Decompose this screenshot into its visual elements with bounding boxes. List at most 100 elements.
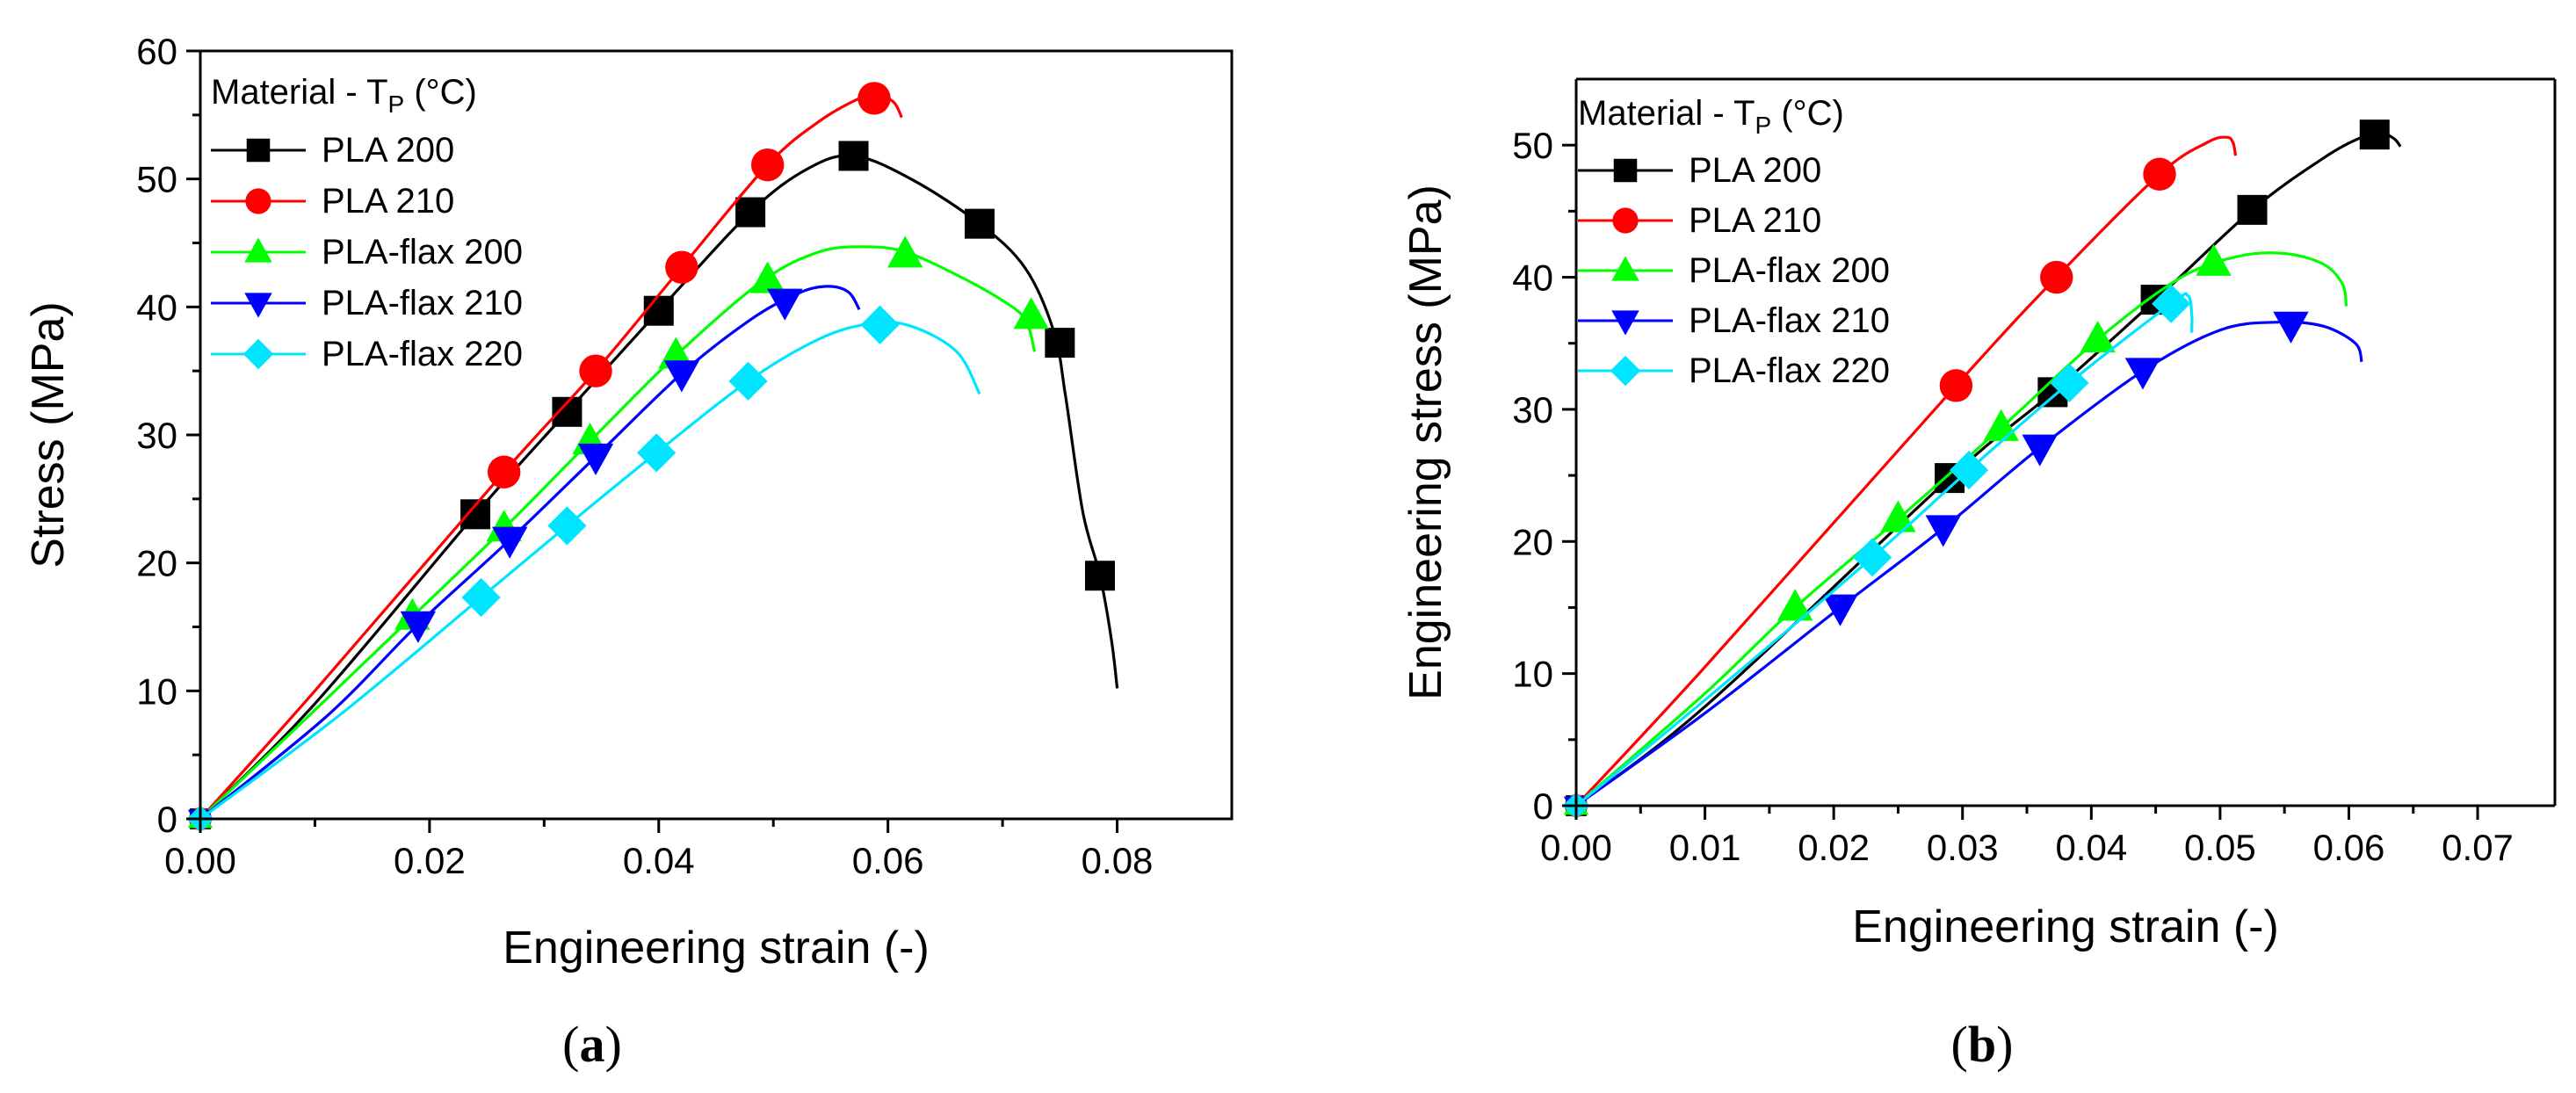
charta-point-pla-flax-200-4 [749,261,785,293]
charta-xtick-label-2: 0.04 [623,840,695,881]
charta-x-axis-title: Engineering strain (-) [503,923,930,974]
charta-series-pla-flax-200 [187,235,1049,829]
chartb-point-pla-210-0 [1939,369,1973,402]
charta-line-pla-flax-220 [199,321,981,821]
chartb-point-pla-flax-220-0 [1853,538,1892,577]
chartb-legend-label-pla-210: PLA 210 [1689,201,1821,240]
chartb-legend-label-pla-flax-200: PLA-flax 200 [1689,251,1890,290]
chartb-point-pla-210-2 [2143,157,2176,191]
charta-point-pla-flax-200-6 [1013,297,1049,329]
charta-xtick-label-0: 0.00 [164,840,236,881]
chartb-legend-label-pla-200: PLA 200 [1689,151,1821,190]
charta-point-pla-200-4 [838,141,869,171]
chartb-series-pla-flax-220 [1562,284,2194,820]
charta-point-pla-flax-210-0 [400,611,437,643]
charta-point-pla-200-2 [643,295,674,326]
charta-point-pla-flax-210-4 [767,288,803,321]
chartb-ytick-label-5: 50 [1512,125,1553,166]
chartb-point-pla-200-4 [2359,119,2390,150]
charta-point-pla-210-2 [665,250,698,284]
charta-ytick-label-5: 50 [136,159,177,200]
charta-legend-marker-pla-flax-220 [242,338,274,370]
chartb-line-pla-210 [1574,135,2238,807]
chartb-legend-marker-pla-210 [1612,207,1639,234]
chartb-x-axis-title: Engineering strain (-) [1852,901,2279,952]
chart-a: 0.00 0.02 0.04 0.06 0.08 0 10 20 30 40 50 60 Enginee… [23,31,1234,1073]
charta-point-pla-flax-220-3 [728,361,768,401]
chartb-legend: Material - TP (°C) PLA 200 PLA 210 PLA-flax… [1578,94,1890,390]
charta-legend-label-pla-flax-200: PLA-flax 200 [322,233,523,271]
charta-point-pla-flax-220-0 [461,577,501,618]
chartb-point-pla-flax-220-2 [2050,363,2089,402]
charta-point-pla-flax-210-2 [577,443,614,476]
charta-ytick-label-1: 10 [136,670,177,712]
chartb-legend-marker-pla-flax-220 [1610,355,1641,387]
charta-line-pla-flax-200 [199,245,1037,821]
chartb-xtick-label-6: 0.06 [2313,827,2385,868]
chartb-xtick-label-1: 0.01 [1669,827,1741,868]
chartb-ytick-label-4: 40 [1512,257,1553,299]
charta-legend-marker-pla-flax-210 [244,293,272,318]
chartb-ytick-label-0: 0 [1533,785,1553,827]
chartb-xtick-label-0: 0.00 [1540,827,1612,868]
chartb-y-axis-title: Engineering stress (MPa) [1400,185,1451,700]
chartb-xtick-label-2: 0.02 [1798,827,1870,868]
chartb-xtick-label-7: 0.07 [2442,827,2514,868]
charta-caption: (a) [562,1016,622,1073]
chartb-point-pla-flax-220-3 [2152,284,2191,323]
charta-legend-title: Material - TP (°C) [211,73,477,118]
charta-series-pla-flax-220 [186,305,981,833]
chartb-ytick-label-2: 20 [1512,521,1553,562]
charta-point-pla-flax-220-4 [860,305,900,344]
charta-point-pla-flax-210-3 [663,360,700,393]
chartb-ytick-label-1: 10 [1512,654,1553,695]
charta-point-pla-210-1 [579,354,612,387]
charta-series-pla-flax-210 [187,285,861,832]
charta-legend-marker-pla-200 [246,138,271,163]
chartb-xtick-label-4: 0.04 [2055,827,2127,868]
charta-point-pla-210-0 [487,455,521,489]
chartb-point-pla-flax-210-0 [1822,594,1858,626]
charta-legend-label-pla-flax-220: PLA-flax 220 [322,335,523,373]
charta-point-pla-200-6 [1045,328,1075,358]
chartb-point-pla-flax-200-4 [2196,243,2232,276]
chartb-point-pla-flax-210-3 [2124,358,2161,390]
chartb-caption: (b) [1951,1016,2014,1073]
charta-ytick-label-4: 40 [136,286,177,328]
charta-y-axis-title: Stress (MPa) [23,301,74,568]
chartb-legend-title: Material - TP (°C) [1578,94,1844,139]
chartb-series-pla-flax-210 [1563,311,2363,819]
chartb-point-pla-flax-200-0 [1776,589,1813,621]
charta-xtick-label-1: 0.02 [394,840,466,881]
charta-point-pla-flax-220-2 [637,433,677,473]
chartb-legend-marker-pla-200 [1613,158,1638,183]
charta-xtick-label-4: 0.08 [1082,840,1154,881]
chartb-point-pla-200-3 [2237,194,2268,225]
charta-legend-marker-pla-210 [245,188,271,214]
chartb-point-pla-flax-220-1 [1949,450,1989,490]
chartb-point-pla-210-1 [2040,260,2073,294]
charta-xtick-label-3: 0.06 [852,840,924,881]
chartb-legend-label-pla-flax-220: PLA-flax 220 [1689,351,1890,390]
charta-legend-label-pla-200: PLA 200 [322,131,454,170]
chartb-point-pla-flax-210-4 [2273,311,2309,344]
charta-legend-marker-pla-flax-200 [244,237,272,263]
charta-point-pla-200-5 [965,208,995,239]
charta-point-pla-200-3 [735,197,766,228]
charta-point-pla-flax-210-1 [492,526,528,559]
chartb-series-pla-210 [1564,135,2238,818]
chartb-point-pla-flax-210-1 [1925,515,1961,547]
chartb-point-pla-flax-200-1 [1880,500,1916,532]
charta-legend-label-pla-210: PLA 210 [322,182,454,221]
chartb-ytick-label-3: 30 [1512,389,1553,431]
charta-line-pla-flax-210 [199,285,861,821]
chart-b: 0.00 0.01 0.02 0.03 0.04 0.05 0.06 0.07 0 10 20 30 4… [1400,77,2557,1073]
charta-series-pla-210 [188,82,903,831]
chartb-xtick-label-3: 0.03 [1927,827,1999,868]
charta-ytick-label-2: 20 [136,543,177,584]
chartb-legend-marker-pla-flax-210 [1611,310,1639,336]
chartb-xtick-label-5: 0.05 [2184,827,2256,868]
chartb-point-pla-flax-200-3 [2080,320,2116,353]
charta-ytick-label-6: 60 [136,31,177,72]
chartb-legend-label-pla-flax-210: PLA-flax 210 [1689,301,1890,340]
